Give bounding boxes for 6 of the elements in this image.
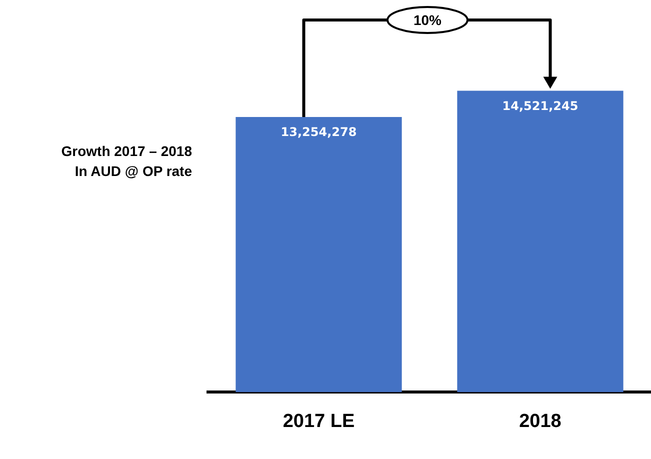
x-tick-label: 2017 LE bbox=[282, 410, 355, 432]
data-label: 13,254,278 bbox=[280, 125, 357, 140]
text: 10% bbox=[413, 12, 442, 28]
data-label: 14,521,245 bbox=[502, 98, 578, 113]
x-tick-label: 2018 bbox=[519, 410, 562, 432]
y-axis-title: Growth 2017 – 2018 In AUD @ OP rate bbox=[61, 142, 192, 179]
